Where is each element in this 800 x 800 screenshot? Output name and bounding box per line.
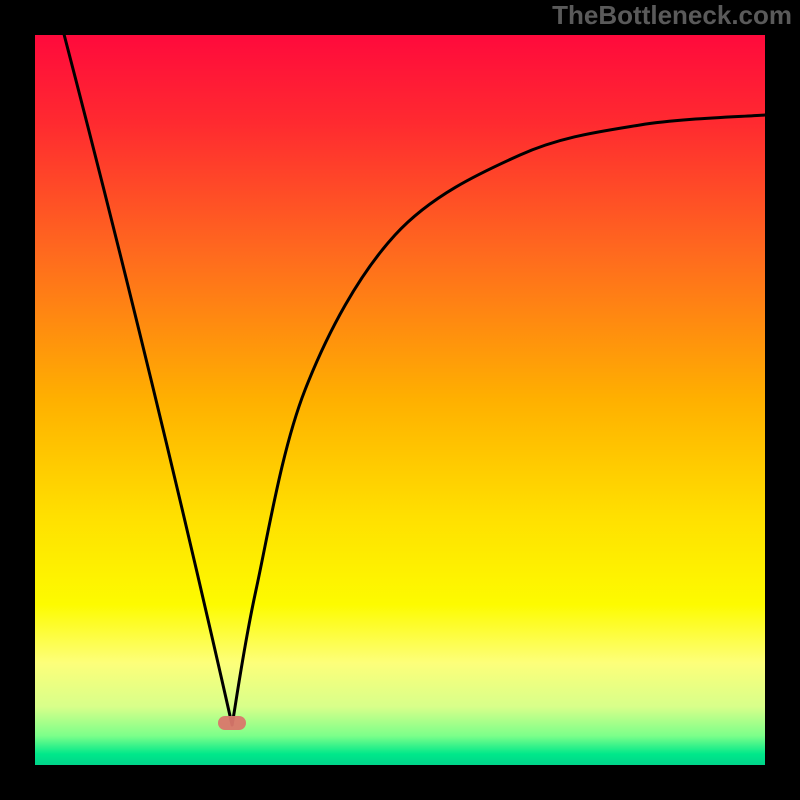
watermark-label: TheBottleneck.com [552,0,792,31]
chart-root: TheBottleneck.com [0,0,800,800]
chart-svg [0,0,800,800]
vertex-marker [218,716,246,730]
plot-area [35,35,765,765]
